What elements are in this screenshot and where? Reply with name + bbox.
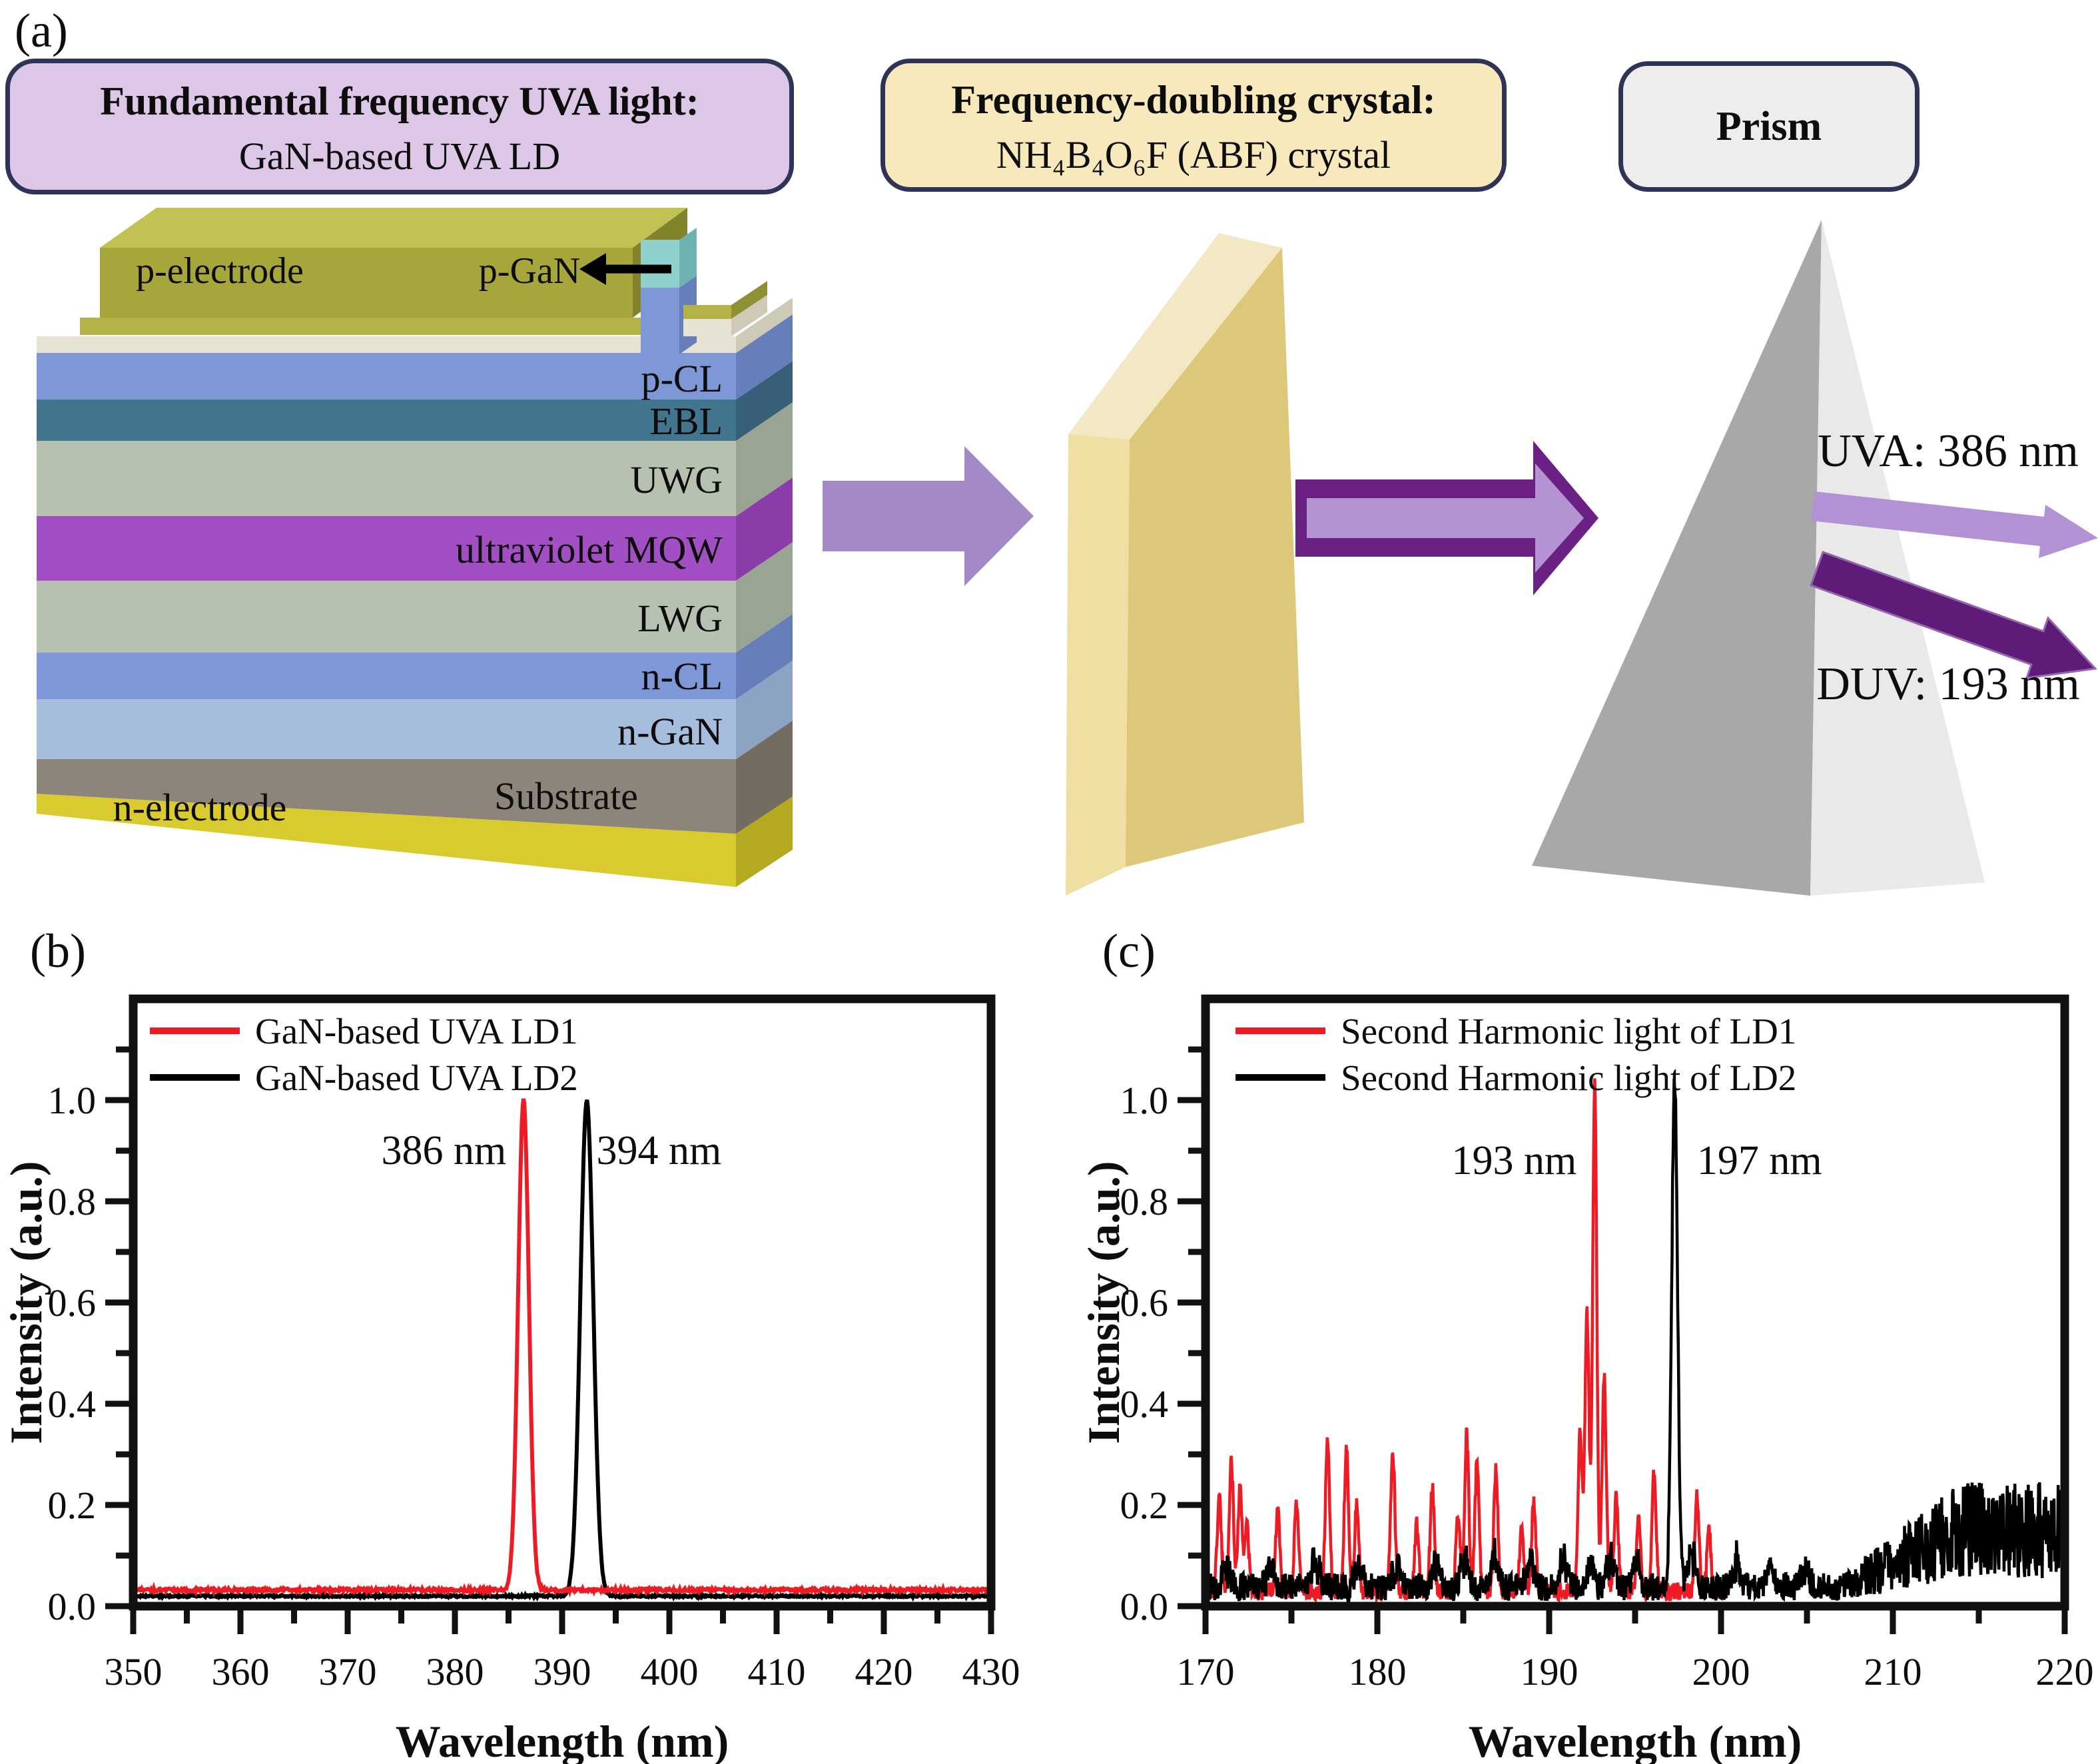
svg-text:360: 360 <box>212 1650 270 1693</box>
svg-text:170: 170 <box>1177 1650 1235 1693</box>
svg-text:400: 400 <box>641 1650 699 1693</box>
box-frequency-doubling-crystal: Frequency-doubling crystal: NH₄B₄O₆F (AB… <box>880 59 1507 192</box>
x-axis-label: Wavelength (nm) <box>1469 1716 1802 1764</box>
legend: Second Harmonic light of LD1 Second Harmo… <box>1235 1011 1796 1098</box>
legend-label-0: Second Harmonic light of LD1 <box>1341 1011 1796 1051</box>
svg-text:410: 410 <box>748 1650 806 1693</box>
svg-text:0.8: 0.8 <box>48 1180 97 1223</box>
plot-frame <box>129 994 996 1611</box>
layer-ebl <box>37 361 793 441</box>
panel-a-label: (a) <box>15 4 68 57</box>
duv-output-beam-icon <box>1810 551 2098 679</box>
doubled-beam-arrow-icon <box>1295 441 1598 595</box>
panel-c-label: (c) <box>1102 924 1156 978</box>
layer-uwg <box>37 402 793 516</box>
layer-n-cl <box>37 614 793 699</box>
svg-text:370: 370 <box>319 1650 377 1693</box>
label-substrate: Substrate <box>494 774 638 818</box>
panel-b-label: (b) <box>30 924 86 978</box>
svg-text:220: 220 <box>2036 1650 2094 1693</box>
legend-label-1: GaN-based UVA LD2 <box>255 1057 578 1098</box>
svg-text:190: 190 <box>1521 1650 1578 1693</box>
chart-panel-c: 170 180 190 200 210 220 0.0 0.2 0.4 0.6 0.8 1.0 Wave… <box>1078 994 2094 1764</box>
svg-text:420: 420 <box>855 1650 913 1693</box>
label-n-gan: n-GaN <box>617 710 723 753</box>
svg-text:0.2: 0.2 <box>1120 1484 1169 1527</box>
box-prism-title: Prism <box>1716 103 1822 149</box>
axis-ticks <box>105 1046 994 1634</box>
box-crystal-title: Frequency-doubling crystal: <box>951 78 1436 123</box>
label-uwg: UWG <box>630 458 723 501</box>
svg-text:180: 180 <box>1349 1650 1407 1693</box>
svg-text:0.8: 0.8 <box>1120 1180 1169 1223</box>
series-curves <box>133 1098 991 1602</box>
svg-text:0.6: 0.6 <box>1120 1281 1169 1324</box>
box-source-subtitle: GaN-based UVA LD <box>238 135 561 178</box>
label-lwg: LWG <box>637 597 723 640</box>
plot-frame <box>1201 994 2069 1611</box>
svg-text:380: 380 <box>426 1650 484 1693</box>
layer-lwg <box>37 542 793 653</box>
series-gan-based-uva-ld2 <box>133 1099 991 1602</box>
layer-n-electrode <box>37 794 793 887</box>
chart-panel-b: 350 360 370 380 390 400 410 420 430 0.0 0.2 0.4 0.6 0… <box>1 994 1020 1764</box>
peak-annotation: 386 nm <box>382 1128 507 1173</box>
label-mqw: ultraviolet MQW <box>456 528 723 571</box>
svg-text:1.0: 1.0 <box>1120 1079 1169 1122</box>
peak-annotation: 193 nm <box>1452 1138 1577 1183</box>
tick-labels: 170 180 190 200 210 220 0.0 0.2 0.4 0.6 0.8 1.0 <box>1120 1079 2094 1693</box>
y-axis-label: Intensity (a.u.) <box>1 1161 51 1444</box>
svg-text:0.4: 0.4 <box>48 1382 97 1426</box>
label-n-electrode: n-electrode <box>113 786 287 829</box>
axis-ticks <box>1178 1046 2068 1634</box>
layer-mqw <box>37 477 793 581</box>
svg-text:350: 350 <box>105 1650 163 1693</box>
legend-label-0: GaN-based UVA LD1 <box>255 1011 578 1051</box>
layer-substrate <box>37 721 793 834</box>
uva-output-beam-icon <box>1811 491 2098 558</box>
duv-beam-label: DUV: 193 nm <box>1816 659 2079 710</box>
box-crystal-subtitle: NH₄B₄O₆F (ABF) crystal <box>996 133 1391 177</box>
panel-a-diagram: p-electrode p-GaN p-CL EBL UWG ultraviol… <box>37 208 2098 896</box>
svg-text:0.6: 0.6 <box>48 1281 97 1324</box>
mesa-step <box>683 281 767 336</box>
svg-text:200: 200 <box>1692 1650 1750 1693</box>
series-second-harmonic-light-of-ld2 <box>1206 1078 2065 1606</box>
ridge-pointer-arrow-icon <box>579 253 671 285</box>
label-p-cl: p-CL <box>641 357 723 400</box>
peak-annotation: 394 nm <box>597 1128 722 1173</box>
legend: GaN-based UVA LD1 GaN-based UVA LD2 <box>150 1011 578 1098</box>
series-gan-based-uva-ld1 <box>133 1098 991 1598</box>
layer-contact-cream <box>37 298 793 353</box>
uva-beam-label: UVA: 386 nm <box>1818 426 2079 477</box>
svg-text:430: 430 <box>962 1650 1020 1693</box>
svg-text:390: 390 <box>533 1650 591 1693</box>
svg-text:0.0: 0.0 <box>1120 1585 1169 1628</box>
layer-n-gan <box>37 661 793 759</box>
legend-label-1: Second Harmonic light of LD2 <box>1341 1057 1796 1098</box>
label-p-gan: p-GaN <box>479 250 580 292</box>
series-curves <box>1206 1078 2065 1606</box>
x-axis-label: Wavelength (nm) <box>396 1716 729 1764</box>
y-axis-label: Intensity (a.u.) <box>1078 1161 1129 1444</box>
fundamental-beam-arrow-icon <box>823 446 1034 586</box>
ld-stack: p-electrode p-GaN p-CL EBL UWG ultraviol… <box>37 208 793 887</box>
tick-labels: 350 360 370 380 390 400 410 420 430 0.0 0.2 0.4 0.6 0… <box>48 1079 1020 1693</box>
svg-text:0.0: 0.0 <box>48 1585 97 1628</box>
layer-p-cl <box>37 314 793 400</box>
svg-text:210: 210 <box>1864 1650 1922 1693</box>
prism-shape <box>1532 220 1985 896</box>
label-p-electrode: p-electrode <box>136 250 304 292</box>
abf-crystal <box>1066 233 1304 896</box>
peak-annotation: 197 nm <box>1697 1138 1822 1183</box>
label-n-cl: n-CL <box>641 655 723 698</box>
box-source-title: Fundamental frequency UVA light: <box>100 79 699 124</box>
box-fundamental-uva-source: Fundamental frequency UVA light: GaN-bas… <box>5 59 794 194</box>
svg-text:1.0: 1.0 <box>48 1079 97 1122</box>
svg-text:0.2: 0.2 <box>48 1484 97 1527</box>
label-ebl: EBL <box>649 400 723 443</box>
svg-text:0.4: 0.4 <box>1120 1382 1169 1426</box>
box-prism: Prism <box>1618 61 1920 192</box>
